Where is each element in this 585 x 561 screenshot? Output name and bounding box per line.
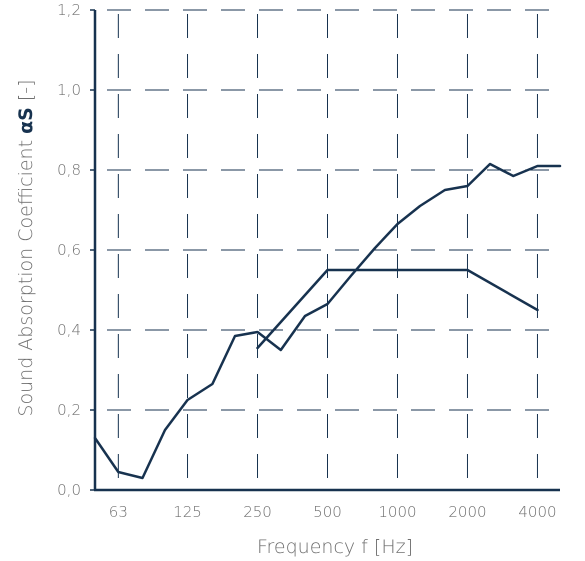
y-tick-labels: 0,0 0,2 0,4 0,6 0,8 1,0 1,2 [57, 1, 95, 499]
y-tick-label: 0,4 [57, 321, 81, 339]
x-axis-title: Frequency f [Hz] [257, 536, 413, 558]
x-tick-label: 500 [313, 503, 342, 521]
y-tick-label: 1,0 [57, 81, 81, 99]
y-tick-label: 0,2 [57, 401, 81, 419]
x-tick-label: 63 [109, 503, 128, 521]
x-tick-label: 1000 [378, 503, 416, 521]
x-tick-label: 125 [173, 503, 202, 521]
y-tick-label: 0,6 [57, 241, 81, 259]
y-tick-label: 1,2 [57, 1, 81, 19]
y-axis-title: Sound Absorption Coefficient αS [-] [15, 79, 37, 416]
y-axis-title-suffix: [-] [15, 79, 37, 107]
y-axis-title-prefix: Sound Absorption Coefficient [15, 134, 37, 417]
x-tick-label: 4000 [518, 503, 556, 521]
x-tick-label: 2000 [448, 503, 486, 521]
y-tick-label: 0,8 [57, 161, 81, 179]
series-line-2 [256, 268, 539, 350]
y-axis-title-symbol: αS [15, 107, 37, 134]
series-line-1 [93, 162, 562, 480]
x-tick-labels: 63 125 250 500 1000 2000 4000 [109, 503, 557, 521]
y-tick-label: 0,0 [57, 481, 81, 499]
x-tick-label: 250 [243, 503, 272, 521]
series-layer [93, 162, 562, 480]
